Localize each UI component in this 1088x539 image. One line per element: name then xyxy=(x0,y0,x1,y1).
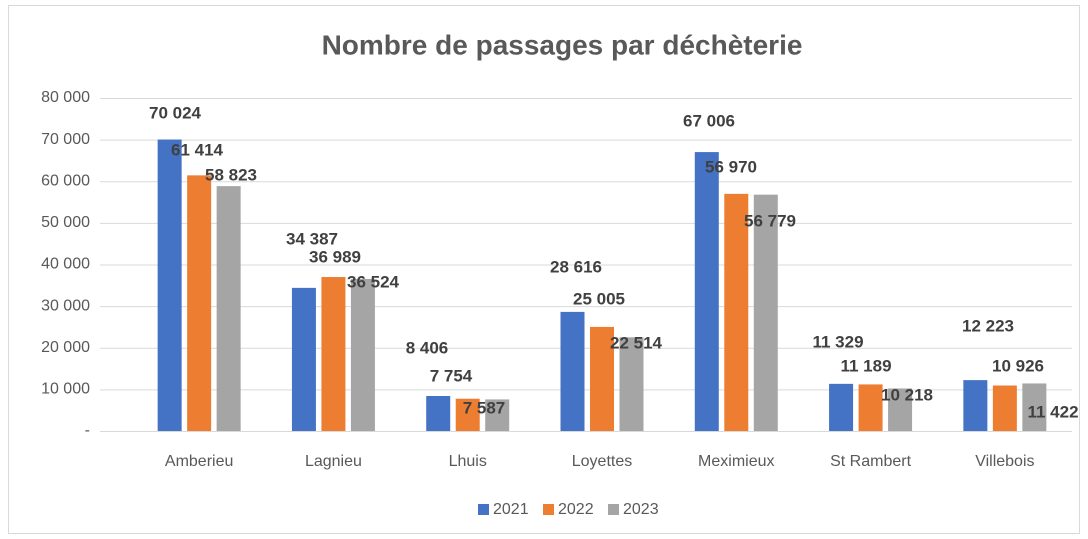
bar xyxy=(291,287,316,431)
data-label: 36 524 xyxy=(347,272,400,291)
y-tick-label: 40 000 xyxy=(41,256,90,273)
data-label: 11 189 xyxy=(840,356,891,375)
data-label: 28 616 xyxy=(550,257,602,276)
data-label: 56 779 xyxy=(744,211,796,230)
legend-swatch xyxy=(478,504,489,515)
bar xyxy=(1022,383,1047,431)
chart-title: Nombre de passages par déchèterie xyxy=(322,29,803,60)
x-tick-label: Lhuis xyxy=(449,453,487,470)
bar xyxy=(426,396,451,431)
data-label: 7 754 xyxy=(430,366,473,385)
y-tick-label: 80 000 xyxy=(41,89,90,106)
y-tick-label: 50 000 xyxy=(41,214,90,231)
bar xyxy=(858,384,883,431)
y-tick-label: - xyxy=(85,422,90,439)
bar xyxy=(485,399,510,431)
x-tick-label: Villebois xyxy=(975,453,1034,470)
y-tick-label: 60 000 xyxy=(41,172,90,189)
bar xyxy=(590,326,614,431)
data-label: 67 006 xyxy=(683,111,735,130)
data-label: 22 514 xyxy=(610,333,663,352)
bar xyxy=(619,337,644,431)
y-tick-label: 70 000 xyxy=(41,131,90,148)
data-label: 11 422 xyxy=(1027,402,1078,421)
data-label: 70 024 xyxy=(149,103,202,122)
bar xyxy=(455,398,480,431)
bar xyxy=(888,388,913,431)
data-label: 58 823 xyxy=(205,165,257,184)
legend-label: 2023 xyxy=(623,501,659,518)
data-label: 61 414 xyxy=(171,140,224,159)
data-label: 11 329 xyxy=(812,332,863,351)
x-tick-label: St Rambert xyxy=(830,453,911,470)
data-label: 56 970 xyxy=(705,157,757,176)
data-label: 25 005 xyxy=(573,289,625,308)
legend-swatch xyxy=(608,504,619,515)
y-tick-label: 10 000 xyxy=(41,381,90,398)
data-label: 34 387 xyxy=(286,229,338,248)
y-tick-label: 20 000 xyxy=(41,339,90,356)
bar xyxy=(724,193,749,431)
legend-label: 2022 xyxy=(558,501,594,518)
legend-label: 2021 xyxy=(493,501,529,518)
x-tick-label: Loyettes xyxy=(572,453,632,470)
data-label: 12 223 xyxy=(962,316,1014,335)
bar xyxy=(829,383,854,431)
bar xyxy=(694,152,719,431)
bar xyxy=(963,380,988,431)
x-tick-label: Amberieu xyxy=(165,453,233,470)
data-label: 10 926 xyxy=(992,356,1044,375)
bar xyxy=(216,186,241,431)
x-tick-label: Lagnieu xyxy=(305,453,362,470)
bar xyxy=(350,278,375,431)
chart-border xyxy=(8,5,1080,534)
data-label: 7 587 xyxy=(463,398,506,417)
data-label: 8 406 xyxy=(406,338,449,357)
data-label: 10 218 xyxy=(881,385,933,404)
bar xyxy=(157,139,182,432)
bar xyxy=(560,311,585,431)
bar xyxy=(321,277,346,431)
bar xyxy=(753,194,778,431)
bar xyxy=(992,385,1017,431)
y-tick-label: 30 000 xyxy=(41,297,90,314)
legend-swatch xyxy=(543,504,554,515)
data-label: 36 989 xyxy=(309,247,361,266)
bar xyxy=(187,175,212,431)
x-tick-label: Meximieux xyxy=(698,453,774,470)
